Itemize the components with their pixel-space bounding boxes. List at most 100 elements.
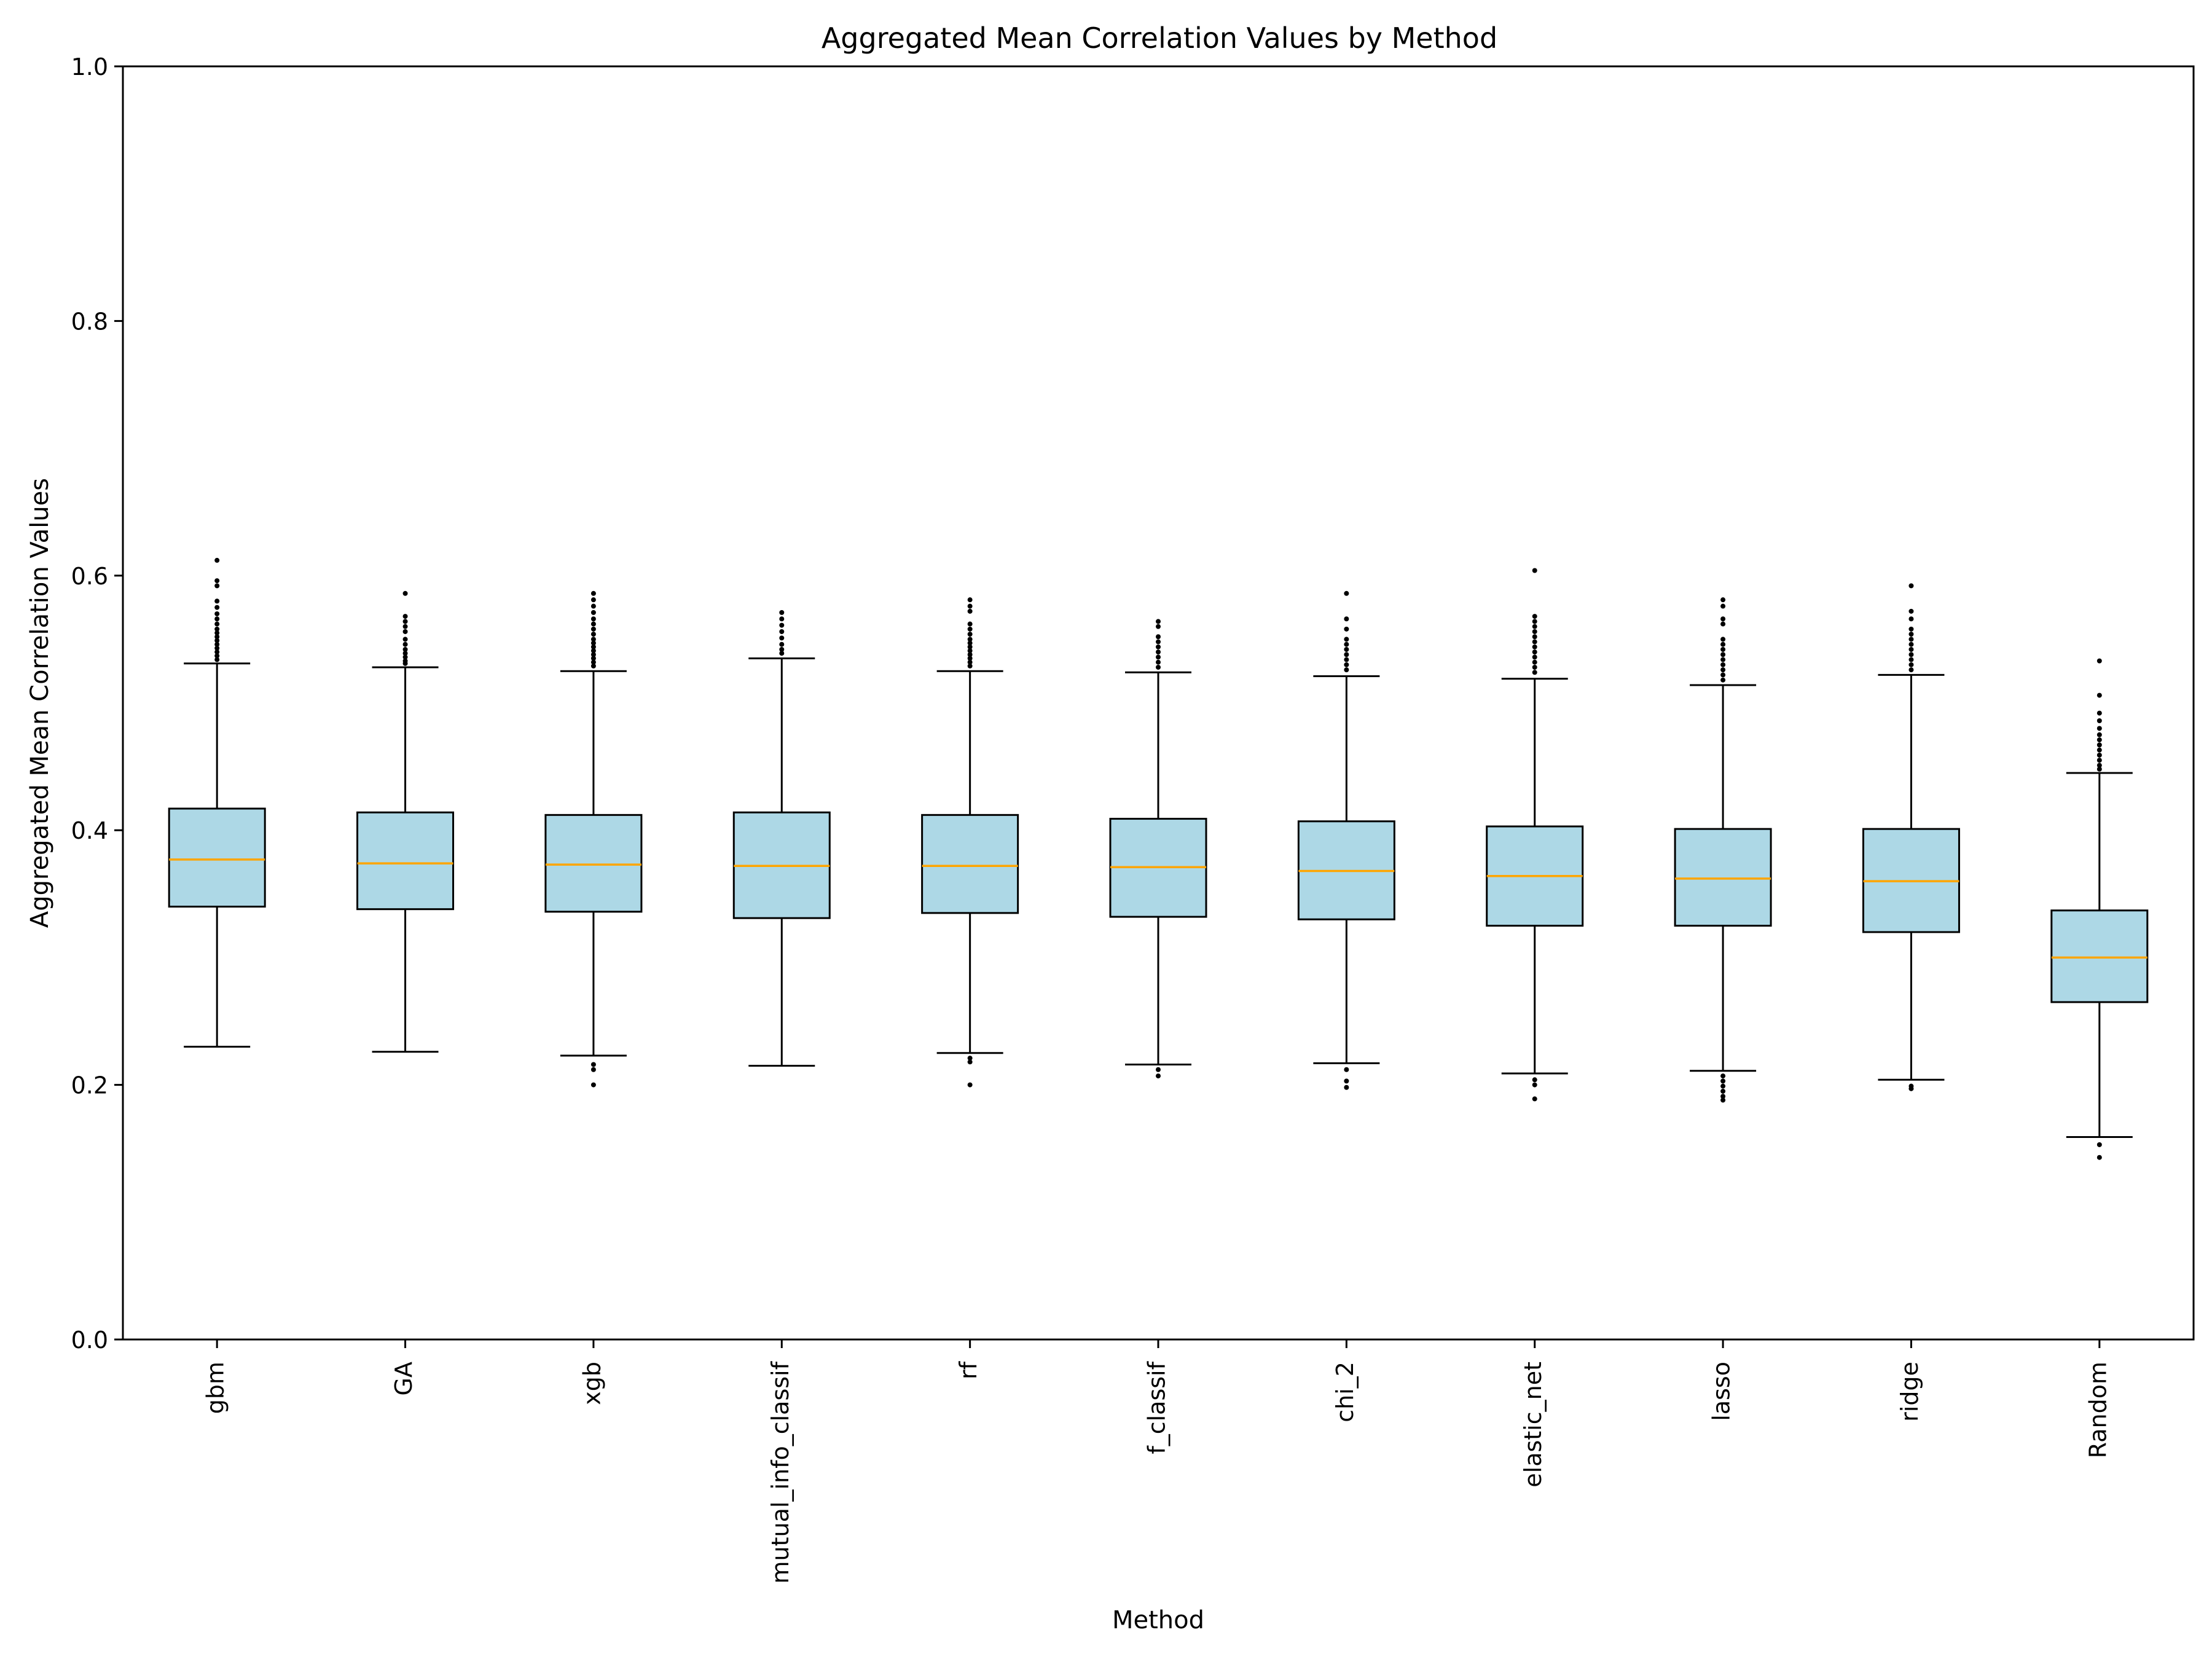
- outlier-point: [1720, 1094, 1726, 1099]
- outlier-point: [590, 626, 596, 632]
- outlier-point: [2096, 692, 2102, 698]
- y-tick-label: 0.0: [71, 1327, 108, 1354]
- outlier-point: [1720, 597, 1726, 603]
- outlier-point: [1156, 1073, 1161, 1079]
- outlier-point: [1344, 626, 1349, 632]
- box-rf: [921, 814, 1019, 914]
- x-tick-label: lasso: [1708, 1362, 1735, 1421]
- outlier-point: [1532, 1082, 1537, 1088]
- outlier-point: [1720, 662, 1726, 667]
- outlier-point: [779, 622, 785, 628]
- x-tick-label: rf: [955, 1360, 982, 1379]
- outlier-point: [967, 656, 973, 661]
- outlier-point: [1156, 624, 1161, 629]
- outlier-point: [590, 652, 596, 657]
- outlier-point: [779, 616, 785, 622]
- outlier-point: [1344, 657, 1349, 662]
- outlier-point: [214, 645, 220, 651]
- outlier-point: [1532, 670, 1537, 675]
- outlier-point: [967, 1059, 973, 1065]
- outlier-point: [967, 621, 973, 627]
- outlier-point: [1156, 659, 1161, 665]
- outlier-point: [402, 590, 408, 596]
- x-tick-label: gbm: [202, 1362, 229, 1414]
- outlier-point: [2096, 742, 2102, 748]
- outlier-point: [590, 1067, 596, 1072]
- outlier-point: [590, 640, 596, 646]
- outlier-point: [590, 597, 596, 603]
- outlier-point: [214, 653, 220, 659]
- outlier-point: [214, 616, 220, 622]
- outlier-point: [402, 651, 408, 656]
- outlier-point: [590, 644, 596, 649]
- outlier-point: [214, 634, 220, 640]
- outlier-point: [1908, 637, 1914, 642]
- outlier-point: [967, 637, 973, 642]
- outlier-point: [214, 583, 220, 589]
- outlier-point: [779, 646, 785, 652]
- outlier-point: [1908, 657, 1914, 662]
- outlier-point: [1908, 583, 1914, 589]
- outlier-point: [590, 648, 596, 654]
- x-axis-label: Method: [1112, 1606, 1204, 1634]
- outlier-point: [1344, 1078, 1349, 1084]
- outlier-point: [1344, 641, 1349, 647]
- outlier-point: [1908, 1086, 1914, 1091]
- outlier-point: [2096, 1155, 2102, 1160]
- outlier-point: [590, 621, 596, 627]
- outlier-point: [590, 1082, 596, 1088]
- outlier-point: [2096, 732, 2102, 737]
- outlier-point: [2096, 1142, 2102, 1147]
- outlier-point: [1532, 659, 1537, 665]
- y-tick-label: 1.0: [71, 53, 108, 80]
- outlier-point: [967, 1082, 973, 1088]
- outlier-point: [967, 603, 973, 609]
- outlier-point: [2096, 763, 2102, 768]
- outlier-point: [1344, 646, 1349, 652]
- outlier-point: [1908, 662, 1914, 667]
- outlier-point: [1344, 590, 1349, 596]
- outlier-point: [1532, 644, 1537, 649]
- outlier-point: [214, 621, 220, 627]
- outlier-point: [590, 1062, 596, 1067]
- outlier-point: [1156, 1067, 1161, 1072]
- outlier-point: [967, 652, 973, 657]
- outlier-point: [967, 659, 973, 665]
- outlier-point: [1720, 616, 1726, 622]
- outlier-point: [1720, 667, 1726, 673]
- outlier-point: [214, 649, 220, 655]
- outlier-point: [1720, 677, 1726, 683]
- outlier-point: [214, 578, 220, 584]
- outlier-point: [1720, 637, 1726, 642]
- outlier-point: [590, 603, 596, 609]
- outlier-point: [402, 614, 408, 619]
- x-tick-label: xgb: [578, 1362, 605, 1405]
- x-tick-label: chi_2: [1332, 1362, 1359, 1422]
- plot-frame: [122, 65, 2195, 1341]
- outlier-point: [1532, 654, 1537, 660]
- outlier-point: [1720, 1097, 1726, 1103]
- outlier-point: [1720, 652, 1726, 657]
- outlier-point: [1156, 649, 1161, 655]
- outlier-point: [779, 629, 785, 634]
- outlier-point: [590, 616, 596, 622]
- outlier-point: [1156, 644, 1161, 649]
- x-tick-label: GA: [390, 1362, 417, 1395]
- outlier-point: [590, 659, 596, 665]
- x-tick-label: mutual_info_classif: [767, 1360, 794, 1583]
- outlier-point: [779, 635, 785, 641]
- box-GA: [356, 811, 455, 911]
- outlier-point: [590, 663, 596, 669]
- outlier-point: [1908, 667, 1914, 673]
- outlier-point: [1532, 1096, 1537, 1102]
- outlier-point: [1532, 639, 1537, 645]
- plot-area: 0.0 0.2 0.4 0.6 0.8 1.0 gbm GA xgb mutual_info_cl…: [71, 53, 2149, 1583]
- outlier-point: [1720, 646, 1726, 652]
- outlier-point: [967, 1056, 973, 1061]
- outlier-point: [1532, 649, 1537, 655]
- outlier-point: [402, 619, 408, 624]
- outlier-point: [214, 605, 220, 610]
- x-tick-label: Random: [2084, 1362, 2111, 1458]
- outlier-point: [1908, 626, 1914, 632]
